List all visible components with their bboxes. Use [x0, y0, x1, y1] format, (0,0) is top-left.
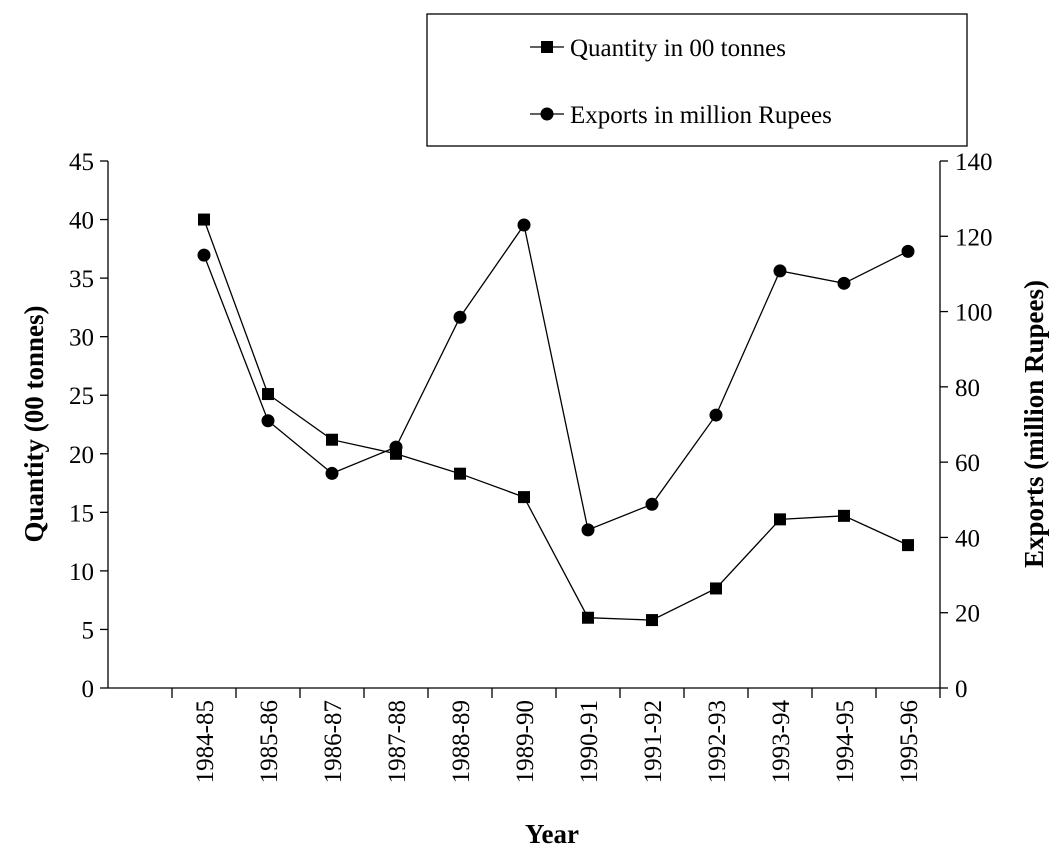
legend-box [426, 13, 968, 147]
series-line-exports [203, 223, 909, 531]
x-tick-label: 1986-87 [320, 700, 347, 783]
y-left-tick-label: 35 [69, 266, 94, 293]
data-point-quantity [582, 611, 594, 624]
data-point-quantity [646, 614, 658, 627]
series-group [197, 213, 915, 627]
data-point-quantity [902, 539, 914, 552]
data-point-quantity [518, 491, 530, 504]
y-right-tick-label: 20 [955, 601, 980, 628]
data-point-quantity [326, 433, 338, 446]
legend-label-exports: Exports in million Rupees [570, 102, 832, 129]
x-tick-label: 1995-96 [896, 700, 923, 783]
data-point-exports [261, 414, 275, 428]
y-axis-left-title: Quantity (00 tonnes) [19, 305, 49, 542]
y-left-tick-label: 15 [69, 500, 94, 527]
x-tick-label: 1988-89 [448, 700, 475, 783]
data-point-exports [901, 244, 915, 258]
data-point-exports [837, 276, 851, 290]
y-left-tick-label: 10 [69, 559, 94, 586]
x-tick-label: 1989-90 [512, 700, 539, 783]
y-right-tick-label: 120 [955, 224, 993, 251]
data-point-quantity [454, 467, 466, 480]
data-point-quantity [774, 513, 786, 526]
legend-marker-quantity [541, 41, 553, 53]
data-point-exports [581, 523, 595, 537]
y-left-tick-label: 20 [69, 442, 94, 469]
data-point-exports [709, 408, 723, 422]
y-left-tick-label: 30 [69, 325, 94, 352]
y-left-tick-label: 0 [82, 676, 95, 703]
data-point-exports [773, 264, 787, 278]
y-right-tick-label: 60 [955, 450, 980, 477]
y-right-tick-label: 140 [955, 149, 993, 176]
legend-label-quantity: Quantity in 00 tonnes [570, 35, 786, 62]
legend: Quantity in 00 tonnes Exports in million… [426, 13, 968, 147]
y-left-tick-label: 25 [69, 383, 94, 410]
x-tick-label: 1987-88 [384, 700, 411, 783]
series-line-quantity [203, 219, 909, 621]
y-left-tick-label: 5 [82, 617, 95, 644]
x-tick-label: 1991-92 [640, 700, 667, 783]
x-tick-label: 1990-91 [576, 700, 603, 783]
data-point-quantity [262, 388, 274, 401]
x-tick-label: 1985-86 [256, 700, 283, 783]
x-tick-label: 1984-85 [192, 700, 219, 783]
x-tick-label: 1994-95 [832, 700, 859, 783]
y-right-tick-label: 40 [955, 525, 980, 552]
axes: 0 5 10 15 20 25 30 35 40 45 0 20 40 60 80 100 120 140 1984… [69, 149, 993, 783]
y-right-tick-label: 0 [955, 676, 968, 703]
y-left-tick-label: 45 [69, 149, 94, 176]
data-point-exports [325, 466, 339, 480]
data-point-exports [453, 310, 467, 324]
legend-marker-exports [540, 107, 554, 121]
data-point-quantity [838, 509, 850, 522]
data-point-exports [645, 497, 659, 511]
x-tick-label: 1993-94 [768, 700, 795, 784]
data-point-exports [197, 248, 211, 262]
y-left-tick-label: 40 [69, 208, 94, 235]
x-tick-label: 1992-93 [704, 700, 731, 783]
data-point-exports [389, 440, 403, 454]
data-point-quantity [710, 582, 722, 595]
y-right-tick-label: 80 [955, 375, 980, 402]
y-axis-right-title: Exports (million Rupees) [1019, 280, 1049, 568]
x-axis-title: Year [525, 819, 579, 849]
data-point-exports [517, 218, 531, 232]
y-right-tick-label: 100 [955, 300, 993, 327]
data-point-quantity [198, 213, 210, 226]
